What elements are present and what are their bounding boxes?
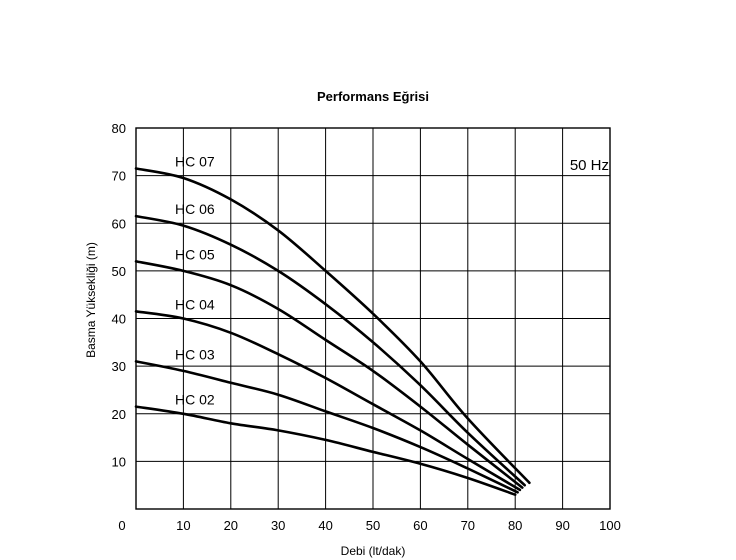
x-tick-label: 70: [461, 518, 475, 533]
y-tick-label: 70: [112, 169, 126, 184]
y-tick-label: 60: [112, 216, 126, 231]
x-tick-label: 40: [318, 518, 332, 533]
y-tick-labels: 10 20 30 40 50 60 70 80: [112, 121, 126, 469]
y-tick-label: 80: [112, 121, 126, 136]
x-tick-label: 60: [413, 518, 427, 533]
y-tick-label: 30: [112, 359, 126, 374]
series-line-hc-07: [134, 167, 531, 485]
series-layer: [134, 167, 531, 496]
y-axis-label: Basma Yüksekliği (m): [84, 242, 98, 358]
series-line-hc-05: [134, 260, 524, 489]
x-tick-label: 80: [508, 518, 522, 533]
series-label-hc-02: HC 02: [175, 392, 215, 408]
y-tick-label: 40: [112, 312, 126, 327]
series-label-hc-03: HC 03: [175, 346, 215, 362]
x-tick-label: 20: [224, 518, 238, 533]
x-axis-label: Debi (lt/dak): [341, 544, 406, 558]
chart-title: Performans Eğrisi: [317, 89, 429, 104]
plot-frame: [135, 127, 611, 510]
series-line-hc-04: [134, 310, 522, 492]
series-label-hc-05: HC 05: [175, 246, 215, 262]
series-label-hc-07: HC 07: [175, 153, 215, 169]
x-tick-labels: 0 10 20 30 40 50 60 70 80 90 100: [118, 518, 620, 533]
y-tick-label: 50: [112, 264, 126, 279]
y-tick-label: 20: [112, 407, 126, 422]
x-tick-label: 0: [118, 518, 125, 533]
grid: [136, 128, 610, 509]
series-label-hc-06: HC 06: [175, 201, 215, 217]
x-tick-label: 30: [271, 518, 285, 533]
series-line-hc-02: [134, 405, 517, 496]
x-tick-label: 100: [599, 518, 621, 533]
x-tick-label: 50: [366, 518, 380, 533]
series-labels: HC 02 HC 03 HC 04 HC 05 HC 06 HC 07: [175, 153, 215, 407]
series-line-hc-06: [134, 214, 526, 487]
x-tick-label: 90: [555, 518, 569, 533]
series-label-hc-04: HC 04: [175, 296, 215, 312]
y-tick-label: 10: [112, 454, 126, 469]
frequency-annotation: 50 Hz: [570, 157, 609, 174]
series-line-hc-03: [134, 360, 519, 494]
x-tick-label: 10: [176, 518, 190, 533]
